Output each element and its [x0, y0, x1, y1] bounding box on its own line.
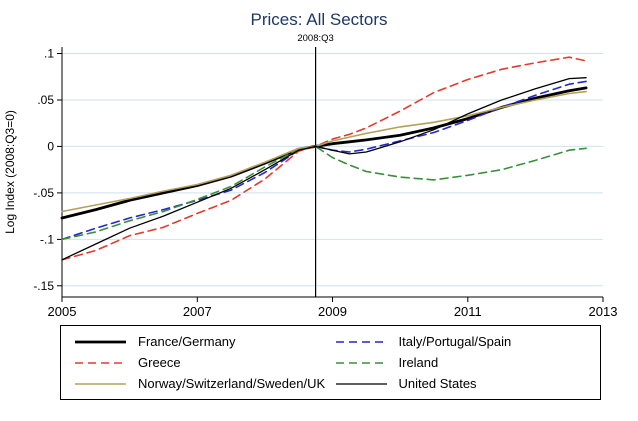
y-tick-label: .05 [37, 93, 54, 107]
series-line-norway-switzerland-sweden-uk [61, 90, 587, 213]
legend-sample-line [75, 340, 126, 343]
y-tick-label: -.1 [40, 232, 54, 246]
legend-item-france-germany: France/Germany [73, 334, 328, 349]
legend-sample-line [335, 340, 387, 343]
legend-item-italy-portugal-spain: Italy/Portugal/Spain [334, 334, 589, 349]
x-tick-label: 2005 [48, 304, 77, 319]
plot-area: .1 .05 0 -.05 -.1 -.15 2005 2007 2009 2011 2013 Log… [3, 33, 618, 319]
y-tick-label: 0 [47, 139, 54, 153]
x-tick-label: 2007 [183, 304, 212, 319]
chart-title: Prices: All Sectors [250, 10, 388, 29]
legend-label: France/Germany [138, 334, 236, 349]
series-line-united-states [61, 77, 587, 261]
vline-label: 2008:Q3 [297, 33, 333, 44]
y-tick-label: .1 [44, 47, 54, 61]
series-line-greece [61, 56, 587, 261]
legend-item-greece: Greece [73, 355, 328, 370]
y-tick-label: -.05 [33, 186, 54, 200]
legend-sample-line [335, 382, 387, 385]
series-line-france-germany [60, 86, 588, 220]
legend-label: Norway/Switzerland/Sweden/UK [138, 376, 326, 391]
legend: France/Germany Italy/Portugal/Spain Greece… [60, 325, 601, 400]
series-line-ireland [61, 145, 587, 241]
legend-sample-line [75, 361, 126, 364]
legend-label: Italy/Portugal/Spain [398, 334, 512, 349]
x-tick-label: 2011 [454, 304, 482, 319]
x-tick-label: 2013 [589, 304, 618, 319]
legend-item-norway-switzerland-sweden-uk: Norway/Switzerland/Sweden/UK [73, 376, 328, 391]
legend-item-ireland: Ireland [334, 355, 589, 370]
legend-item-united-states: United States [334, 376, 589, 391]
series-line-italy-portugal-spain [61, 80, 587, 241]
legend-sample-line [75, 382, 126, 385]
y-axis-title: Log Index (2008:Q3=0) [3, 110, 17, 234]
legend-label: Greece [138, 355, 181, 370]
legend-label: United States [398, 376, 477, 391]
x-tick-label: 2009 [318, 304, 347, 319]
y-tick-label: -.15 [33, 279, 54, 293]
legend-label: Ireland [398, 355, 439, 370]
legend-sample-line [335, 361, 387, 364]
